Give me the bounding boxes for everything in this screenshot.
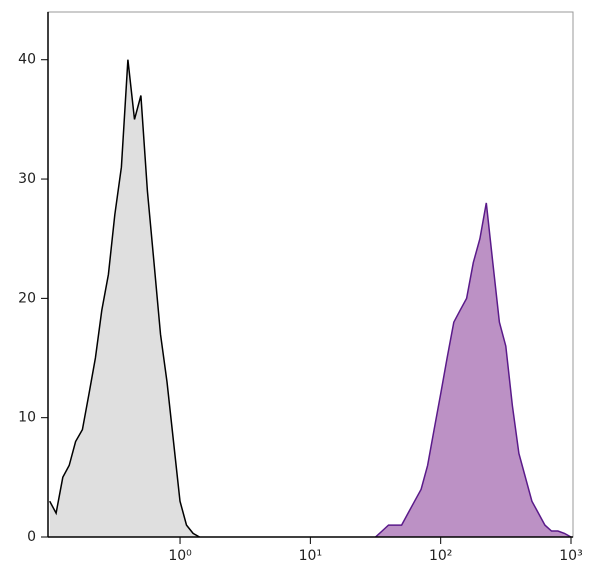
histogram-area (375, 202, 571, 537)
x-tick-label: 10² (429, 548, 452, 564)
histogram-line (374, 202, 572, 538)
x-tick-label: 10³ (559, 548, 582, 564)
x-tick-label: 10⁰ (168, 548, 192, 564)
y-tick-label: 40 (18, 52, 36, 68)
x-tick-label: 10¹ (299, 548, 322, 564)
y-tick-label: 10 (18, 410, 36, 426)
histogram-area (49, 59, 200, 537)
histogram-line (49, 59, 200, 538)
y-tick-label: 20 (18, 290, 36, 306)
y-tick-label: 0 (27, 529, 36, 545)
y-tick-label: 30 (18, 171, 36, 187)
